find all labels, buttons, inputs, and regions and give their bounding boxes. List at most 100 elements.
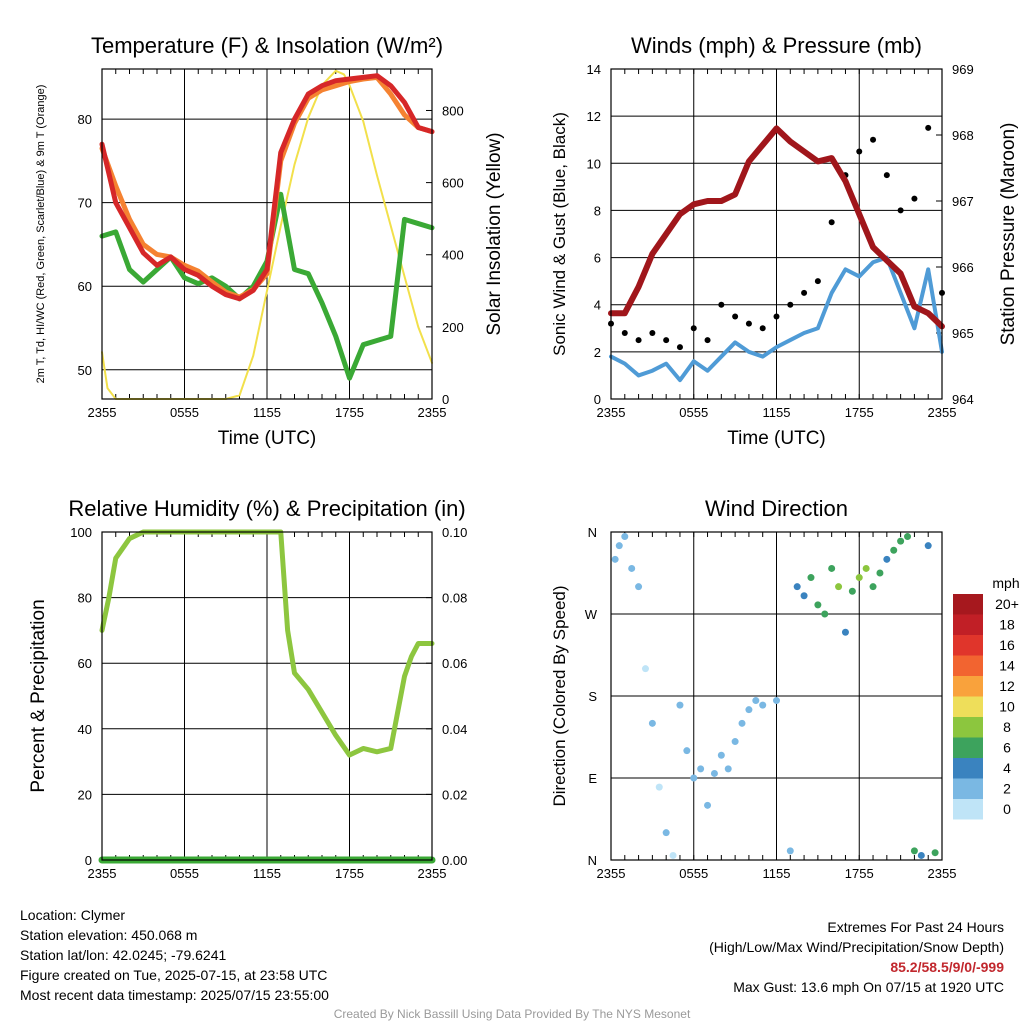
legend-label: 12 (999, 678, 1015, 694)
recent-data-label: Most recent data timestamp: 2025/07/15 2… (20, 987, 329, 1003)
latlon-label: Station lat/lon: 42.0245; -79.6241 (20, 947, 227, 963)
y-tick-label: 60 (78, 279, 92, 294)
extremes-values: 85.2/58.5/9/0/-999 (890, 959, 1004, 975)
direction-point (821, 610, 829, 618)
direction-point (855, 574, 863, 582)
x-tick-label: 1155 (253, 866, 281, 881)
direction-point (773, 697, 780, 705)
x-tick-label: 2355 (418, 405, 447, 420)
y2-tick-label: 966 (952, 260, 974, 275)
direction-point (841, 628, 849, 636)
x-tick-label: 2355 (88, 405, 117, 420)
direction-point (690, 774, 698, 782)
direction-point (731, 738, 739, 746)
station-info: Location: Clymer Station elevation: 450.… (20, 905, 329, 1005)
gust-point (635, 337, 642, 344)
direction-point (745, 706, 753, 714)
direction-point (611, 555, 619, 563)
legend-label: 0 (1003, 801, 1011, 817)
legend-swatch (953, 778, 983, 799)
y2-tick-label: 0.02 (442, 787, 467, 802)
y-axis-label: 2m T, Td, HI/WC (Red, Green, Scarlet/Blu… (35, 85, 47, 384)
x-tick-label: 2355 (928, 866, 957, 881)
direction-point (883, 555, 891, 563)
direction-point (862, 564, 870, 572)
direction-point (924, 542, 932, 550)
y2-axis-label: Station Pressure (Maroon) (998, 123, 1019, 346)
direction-point (752, 697, 760, 705)
legend-label: 8 (1003, 719, 1011, 735)
y2-tick-label: 964 (952, 392, 974, 407)
y2-axis-label: Solar Insolation (Yellow) (484, 132, 505, 335)
y-tick-label: 4 (594, 298, 601, 313)
gust-point (801, 289, 808, 296)
legend-label: 10 (999, 699, 1015, 715)
gust-point (870, 136, 877, 143)
y2-tick-label: 400 (442, 248, 464, 263)
y-tick-label: N (588, 853, 597, 868)
y-axis-label: Direction (Colored By Speed) (550, 585, 569, 806)
direction-point (724, 765, 732, 773)
direction-point (835, 583, 843, 591)
x-tick-label: 0555 (170, 405, 199, 420)
x-tick-label: 0555 (679, 866, 708, 881)
direction-point (648, 719, 656, 727)
y-tick-label: S (588, 689, 597, 704)
gust-point (663, 337, 670, 344)
gust-point (676, 344, 683, 351)
y-tick-label: 80 (78, 112, 92, 127)
gust-point (649, 330, 656, 336)
x-tick-label: 1755 (335, 405, 364, 420)
elevation-label: Station elevation: 450.068 m (20, 927, 198, 943)
direction-point (897, 537, 905, 545)
direction-point (717, 751, 725, 759)
gust-point (621, 330, 628, 336)
legend-swatch (953, 635, 983, 656)
y-tick-label: 20 (78, 787, 92, 802)
x-tick-label: 1755 (335, 866, 364, 881)
y2-tick-label: 969 (952, 62, 974, 77)
legend-label: 2 (1003, 781, 1011, 797)
legend-swatch (953, 696, 983, 717)
gust-point (718, 301, 725, 308)
x-axis-label: Time (UTC) (218, 428, 317, 449)
x-tick-label: 1155 (253, 405, 281, 420)
location-label: Location: Clymer (20, 907, 126, 923)
direction-point (669, 851, 677, 859)
chart-title: Temperature (F) & Insolation (W/m²) (91, 33, 443, 58)
y2-tick-label: 968 (952, 128, 974, 143)
direction-point (710, 769, 718, 777)
gust-point (704, 337, 711, 344)
direction-point (759, 701, 767, 709)
y-tick-label: W (585, 607, 598, 622)
y-tick-label: 0 (594, 392, 601, 407)
x-tick-label: 2355 (928, 405, 957, 420)
created-label: Figure created on Tue, 2025-07-15, at 23… (20, 967, 328, 983)
direction-point (683, 747, 691, 755)
legend-swatch (953, 655, 983, 676)
y-tick-label: 14 (587, 62, 601, 77)
y2-tick-label: 967 (952, 194, 974, 209)
y-tick-label: N (588, 525, 597, 540)
y-tick-label: 80 (78, 591, 92, 606)
x-tick-label: 2355 (597, 405, 626, 420)
direction-point (662, 829, 670, 837)
y-tick-label: 8 (594, 203, 601, 218)
plot-frame (610, 68, 943, 400)
max-gust-label: Max Gust: 13.6 mph On 07/15 at 1920 UTC (733, 979, 1004, 995)
direction-point (793, 583, 801, 591)
direction-point (628, 564, 636, 572)
credit-line: Created By Nick Bassill Using Data Provi… (333, 1007, 691, 1021)
direction-point (635, 583, 643, 591)
y2-tick-label: 0.00 (442, 853, 467, 868)
direction-point (786, 847, 794, 855)
y-tick-label: 2 (594, 345, 601, 360)
extremes-panel: Extremes For Past 24 Hours (High/Low/Max… (709, 917, 1004, 997)
legend-label: 6 (1003, 740, 1011, 756)
y-tick-label: 40 (78, 722, 92, 737)
gust-point (911, 195, 918, 202)
x-tick-label: 1155 (763, 405, 791, 420)
legend-swatch (953, 594, 983, 615)
x-tick-label: 1755 (845, 405, 874, 420)
